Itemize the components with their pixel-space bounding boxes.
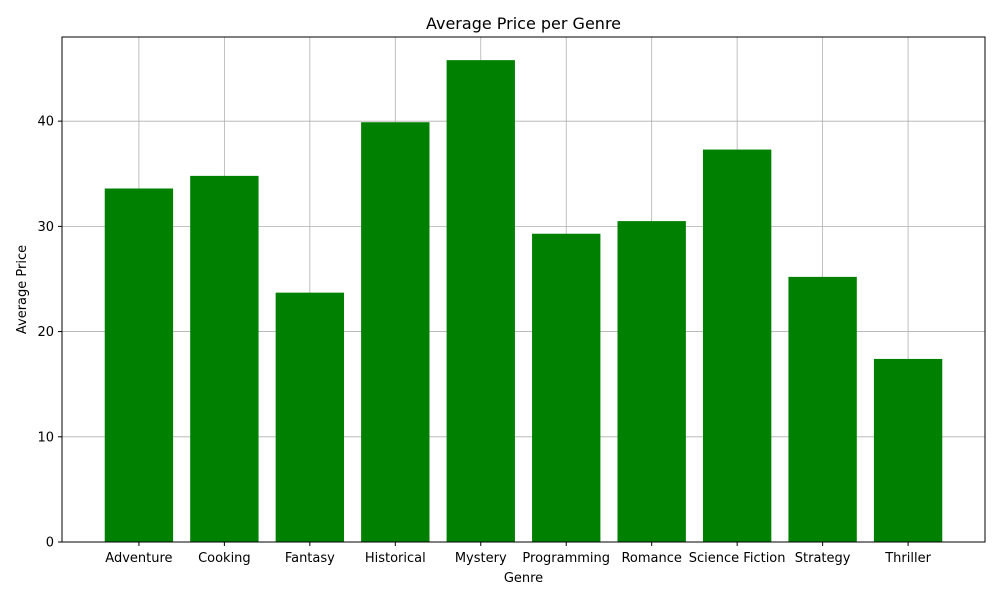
x-tick-label: Thriller: [884, 551, 931, 566]
bar: [788, 276, 857, 542]
bar: [275, 292, 345, 542]
bar: [617, 221, 686, 543]
bar: [104, 188, 174, 542]
axis-ticks: Adventure Cooking Fantasy Historical Mystery…: [37, 115, 931, 566]
y-tick-label: 0: [46, 536, 54, 551]
bar: [702, 149, 772, 542]
bar: [532, 233, 601, 543]
x-tick-label: Cooking: [198, 551, 251, 566]
chart-title: Average Price per Genre: [426, 14, 621, 33]
bar: [361, 122, 430, 542]
bars: [104, 60, 943, 543]
x-tick-label: Fantasy: [285, 551, 335, 566]
x-tick-label: Strategy: [795, 551, 851, 566]
y-tick-label: 30: [37, 220, 54, 235]
x-tick-label: Science Fiction: [689, 551, 786, 566]
x-tick-label: Mystery: [455, 551, 507, 566]
x-axis-label: Genre: [504, 571, 543, 586]
y-tick-label: 40: [37, 115, 54, 130]
x-tick-label: Romance: [621, 551, 681, 566]
bar: [190, 175, 259, 542]
bar: [446, 60, 515, 542]
x-tick-label: Programming: [522, 551, 610, 566]
x-tick-label: Adventure: [105, 551, 172, 566]
bar: [873, 358, 943, 542]
plot-frame: [61, 36, 986, 543]
x-tick-label: Historical: [365, 551, 426, 566]
y-tick-label: 20: [37, 325, 54, 340]
y-axis-label: Average Price: [15, 245, 30, 334]
y-tick-label: 10: [37, 430, 54, 445]
